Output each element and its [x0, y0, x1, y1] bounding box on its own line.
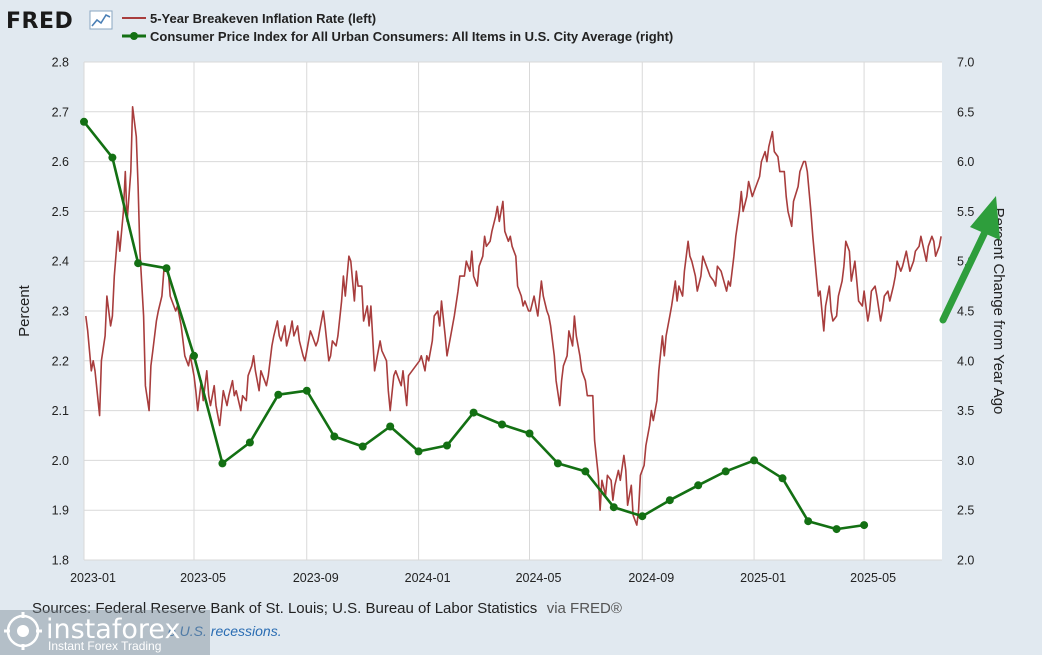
left-tick-label: 1.9 — [52, 504, 69, 518]
cpi-data-point — [638, 512, 647, 521]
left-tick-label: 2.6 — [52, 155, 69, 169]
instaforex-watermark: instaforex Instant Forex Trading — [0, 610, 210, 655]
recessions-link[interactable]: e U.S. recessions. — [168, 623, 282, 639]
x-tick-label: 2025-01 — [740, 571, 786, 585]
legend-label-breakeven: 5-Year Breakeven Inflation Rate (left) — [150, 11, 376, 26]
gridlines — [83, 61, 942, 561]
right-tick-label: 7.0 — [957, 56, 974, 70]
cpi-data-point — [302, 386, 311, 395]
source-line: Sources: Federal Reserve Bank of St. Lou… — [32, 600, 622, 617]
x-tick-label: 2025-05 — [850, 571, 896, 585]
left-tick-label: 2.7 — [52, 105, 69, 119]
x-tick-label: 2023-01 — [70, 571, 116, 585]
fred-chart-icon — [89, 10, 113, 30]
fred-logo[interactable]: FRED — [6, 9, 73, 34]
cpi-data-point — [778, 474, 787, 483]
right-tick-label: 6.5 — [957, 105, 974, 119]
cpi-data-point — [469, 408, 478, 417]
watermark-brand: instaforex — [46, 614, 180, 645]
x-tick-label: 2023-09 — [293, 571, 339, 585]
cpi-data-point — [108, 153, 117, 162]
right-tick-label: 5.5 — [957, 205, 974, 219]
cpi-data-point — [525, 429, 534, 438]
cpi-data-point — [245, 438, 254, 447]
legend: 5-Year Breakeven Inflation Rate (left) C… — [122, 11, 673, 44]
left-tick-label: 1.8 — [52, 554, 69, 568]
cpi-data-point — [386, 422, 395, 431]
cpi-data-point — [330, 432, 339, 441]
left-tick-label: 2.2 — [52, 354, 69, 368]
legend-label-cpi: Consumer Price Index for All Urban Consu… — [150, 29, 673, 44]
left-tick-label: 2.3 — [52, 305, 69, 319]
cpi-data-point — [860, 521, 869, 530]
cpi-data-point — [581, 467, 590, 476]
source-via[interactable]: via FRED® — [547, 600, 622, 617]
right-tick-label: 3.0 — [957, 454, 974, 468]
cpi-data-point — [80, 117, 88, 126]
cpi-data-point — [358, 442, 367, 451]
cpi-data-point — [190, 351, 198, 360]
cpi-data-point — [274, 390, 283, 399]
x-axis-ticks: 2023-01 2023-05 2023-09 2024-01 2024-05 2024-… — [70, 571, 896, 585]
right-tick-label: 4.5 — [957, 305, 974, 319]
cpi-data-point — [414, 447, 423, 456]
x-tick-label: 2024-09 — [628, 571, 674, 585]
cpi-data-point — [443, 441, 451, 450]
cpi-data-point — [750, 456, 759, 465]
right-tick-label: 4.0 — [957, 354, 974, 368]
legend-marker-cpi — [130, 32, 138, 40]
x-tick-label: 2024-01 — [405, 571, 451, 585]
right-tick-label: 2.0 — [957, 554, 974, 568]
left-tick-label: 2.1 — [52, 404, 69, 418]
watermark-tagline: Instant Forex Trading — [48, 639, 161, 653]
left-tick-label: 2.8 — [52, 56, 69, 70]
right-axis-label: Percent Change from Year Ago — [990, 208, 1007, 415]
cpi-data-point — [498, 420, 506, 429]
cpi-data-point — [134, 259, 143, 268]
cpi-data-point — [665, 496, 674, 505]
cpi-data-point — [609, 503, 618, 512]
cpi-data-point — [721, 467, 730, 476]
left-tick-label: 2.0 — [52, 454, 69, 468]
right-tick-label: 3.5 — [957, 404, 974, 418]
left-tick-label: 2.5 — [52, 205, 69, 219]
cpi-data-point — [804, 517, 813, 526]
source-text: Sources: Federal Reserve Bank of St. Lou… — [32, 600, 537, 617]
cpi-data-point — [162, 264, 171, 273]
series-layer — [80, 106, 942, 534]
right-tick-label: 2.5 — [957, 504, 974, 518]
cpi-data-point — [218, 459, 227, 468]
right-tick-label: 6.0 — [957, 155, 974, 169]
left-tick-label: 2.4 — [52, 255, 69, 269]
left-axis-ticks: 1.8 1.9 2.0 2.1 2.2 2.3 2.4 2.5 2.6 2.7 2.8 — [52, 56, 69, 568]
x-tick-label: 2024-05 — [516, 571, 562, 585]
cpi-data-point — [832, 525, 841, 534]
instaforex-logo-icon — [4, 612, 42, 650]
cpi-data-point — [553, 459, 562, 468]
up-arrow-annotation — [939, 196, 1000, 324]
cpi-data-point — [694, 481, 703, 490]
breakeven-series-line — [85, 106, 942, 526]
left-axis-label: Percent — [16, 284, 33, 337]
right-axis-ticks: 2.02.53.03.54.04.55.05.56.06.57.0 — [957, 56, 974, 568]
x-tick-label: 2023-05 — [180, 571, 226, 585]
